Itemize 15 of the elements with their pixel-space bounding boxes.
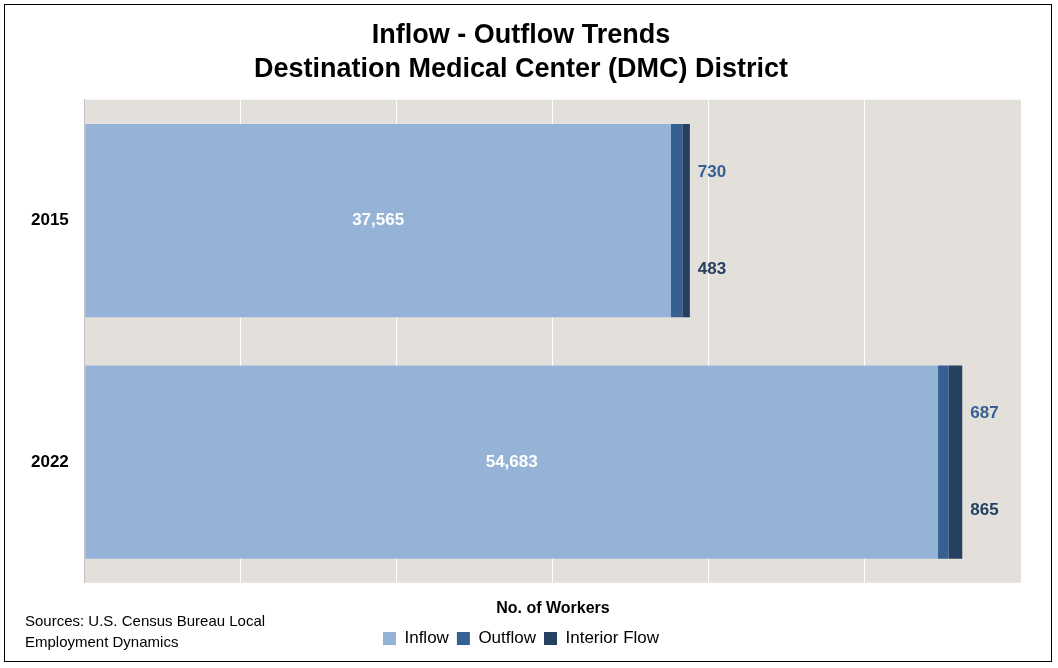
x-axis-title: No. of Workers bbox=[496, 598, 610, 616]
legend-label: Inflow bbox=[404, 628, 450, 648]
y-tick-label: 2022 bbox=[30, 451, 69, 471]
source-note: Sources: U.S. Census Bureau Local Employment Dynamics bbox=[25, 612, 266, 650]
y-tick-label: 2015 bbox=[30, 210, 69, 230]
data-label: 37,565 bbox=[352, 210, 405, 230]
data-label: 483 bbox=[697, 258, 727, 278]
legend-label: Interior Flow bbox=[565, 628, 660, 648]
data-label: 730 bbox=[697, 161, 727, 181]
data-label: 54,683 bbox=[485, 451, 538, 471]
data-label: 687 bbox=[970, 403, 999, 423]
data-label: 865 bbox=[970, 500, 999, 520]
chart-subtitle: Destination Medical Center (DMC) District bbox=[253, 53, 789, 84]
legend-label: Outflow bbox=[478, 628, 537, 648]
chart-title: Inflow - Outflow Trends bbox=[371, 18, 671, 49]
